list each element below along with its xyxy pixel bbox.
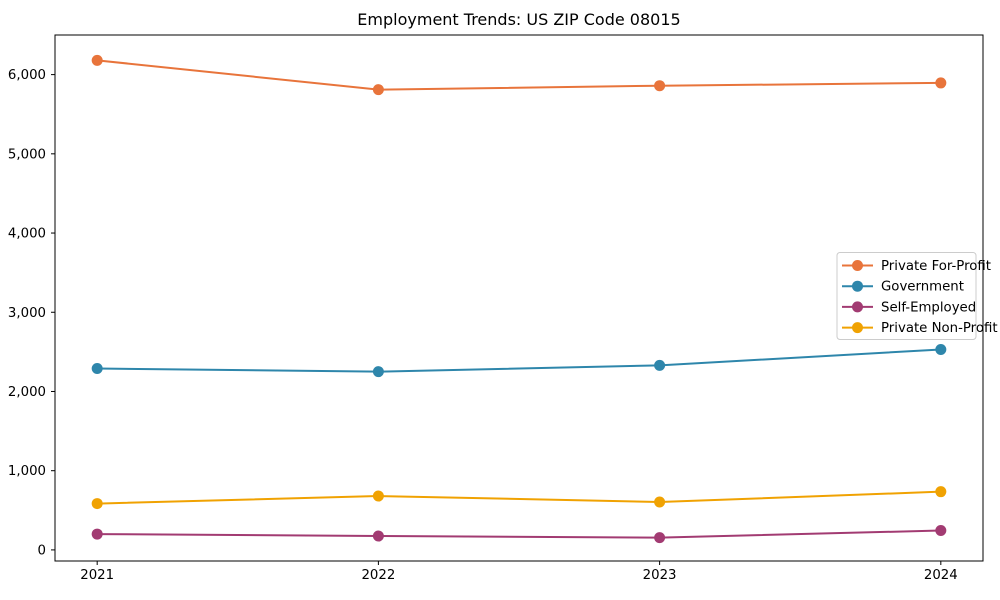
legend-label-private-for-profit: Private For-Profit <box>881 259 991 274</box>
y-tick-label: 6,000 <box>8 68 46 83</box>
y-axis: 0 1,000 2,000 3,000 4,000 5,000 6,000 <box>8 68 55 558</box>
legend-label-self-employed: Self-Employed <box>881 300 976 315</box>
series-private-non-profit <box>91 486 947 510</box>
data-point-self-employed-2024 <box>935 525 947 537</box>
legend-marker-private-non-profit <box>852 322 863 334</box>
data-point-government-2024 <box>935 343 947 355</box>
legend: Private For-Profit Government Self-Employe… <box>836 252 998 340</box>
data-point-private-for-profit-2024 <box>935 77 947 89</box>
series-line-private-non-profit <box>96 490 942 505</box>
legend-item-self-employed: Self-Employed <box>842 300 976 315</box>
legend-marker-private-for-profit <box>852 260 863 271</box>
data-point-self-employed-2021 <box>91 528 103 540</box>
legend-marker-government <box>852 280 863 292</box>
data-point-private-for-profit-2022 <box>372 84 384 96</box>
data-point-self-employed-2022 <box>372 530 384 542</box>
series-self-employed <box>91 525 947 544</box>
legend-item-private-for-profit: Private For-Profit <box>842 259 991 274</box>
series-government <box>91 343 947 378</box>
y-tick-label: 3,000 <box>8 306 46 321</box>
series-private-for-profit <box>91 54 947 96</box>
y-tick-label: 1,000 <box>8 464 46 479</box>
data-point-self-employed-2023 <box>654 532 666 544</box>
x-tick-label: 2024 <box>924 568 958 583</box>
data-point-private-non-profit-2024 <box>935 486 947 498</box>
data-point-private-non-profit-2021 <box>91 498 103 510</box>
data-point-government-2022 <box>372 366 384 378</box>
y-tick-label: 4,000 <box>8 227 46 242</box>
data-point-private-for-profit-2023 <box>654 80 666 92</box>
data-point-government-2021 <box>91 363 103 375</box>
series-line-government <box>96 348 942 373</box>
data-point-private-non-profit-2022 <box>372 490 384 502</box>
chart-title: Employment Trends: US ZIP Code 08015 <box>357 10 680 29</box>
data-point-private-for-profit-2021 <box>91 54 103 66</box>
x-tick-label: 2021 <box>80 568 114 583</box>
x-tick-label: 2022 <box>361 568 395 583</box>
legend-frame <box>836 252 977 340</box>
series-lines <box>91 54 947 544</box>
plot-area-frame <box>54 34 984 562</box>
legend-label-government: Government <box>881 280 964 295</box>
legend-item-government: Government <box>842 280 964 295</box>
legend-item-private-non-profit: Private Non-Profit <box>842 321 998 336</box>
x-tick-label: 2023 <box>643 568 677 583</box>
y-tick-label: 0 <box>38 543 46 558</box>
x-axis: 2021 2022 2023 2024 <box>80 561 958 583</box>
series-line-self-employed <box>96 529 942 539</box>
data-point-private-non-profit-2023 <box>654 496 666 508</box>
y-tick-label: 5,000 <box>8 147 46 162</box>
legend-label-private-non-profit: Private Non-Profit <box>881 321 998 336</box>
legend-marker-self-employed <box>852 301 863 313</box>
series-line-private-for-profit <box>96 59 942 91</box>
y-tick-label: 2,000 <box>8 385 46 400</box>
data-point-government-2023 <box>654 359 666 371</box>
